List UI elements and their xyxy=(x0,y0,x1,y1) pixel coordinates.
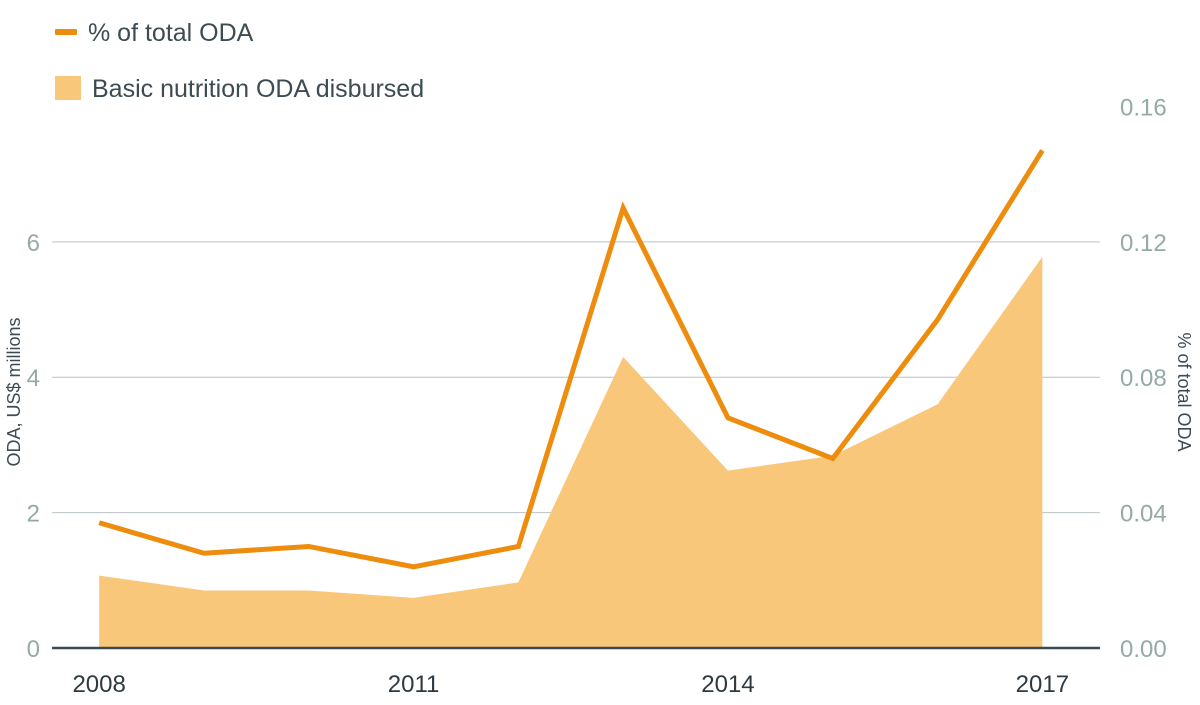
y-right-tick-0: 0.00 xyxy=(1120,636,1167,663)
y-axis-right-title: % of total ODA xyxy=(1174,332,1194,451)
y-axis-left-title: ODA, US$ millions xyxy=(4,317,24,466)
y-left-tick-0: 0 xyxy=(27,636,40,663)
legend-item-line: % of total ODA xyxy=(55,19,254,47)
y-right-tick-2: 0.08 xyxy=(1120,365,1167,392)
legend-label-line: % of total ODA xyxy=(88,19,254,47)
y-left-tick-3: 6 xyxy=(27,230,40,257)
legend-item-area: Basic nutrition ODA disbursed xyxy=(55,75,424,103)
x-tick-2017: 2017 xyxy=(1016,671,1069,698)
y-left-tick-2: 4 xyxy=(27,365,40,392)
y-right-tick-3: 0.12 xyxy=(1120,230,1167,257)
legend-label-area: Basic nutrition ODA disbursed xyxy=(92,75,424,103)
area-series xyxy=(99,257,1042,648)
x-tick-2008: 2008 xyxy=(72,671,125,698)
y-left-tick-1: 2 xyxy=(27,501,40,528)
x-tick-2011: 2011 xyxy=(388,671,440,698)
y-right-tick-1: 0.04 xyxy=(1120,501,1167,528)
legend: % of total ODA Basic nutrition ODA disbu… xyxy=(55,19,424,103)
x-axis-ticks: 2008 2011 2014 2017 xyxy=(72,671,1069,698)
legend-swatch-area xyxy=(55,76,81,100)
y-right-tick-4: 0.16 xyxy=(1120,94,1167,121)
y-axis-right-ticks: 0.00 0.04 0.08 0.12 0.16 xyxy=(1120,94,1167,663)
area-basic-nutrition-oda xyxy=(99,257,1042,648)
legend-swatch-line xyxy=(55,29,77,35)
y-axis-left-ticks: 0 2 4 6 xyxy=(27,230,40,663)
x-tick-2014: 2014 xyxy=(701,671,754,698)
